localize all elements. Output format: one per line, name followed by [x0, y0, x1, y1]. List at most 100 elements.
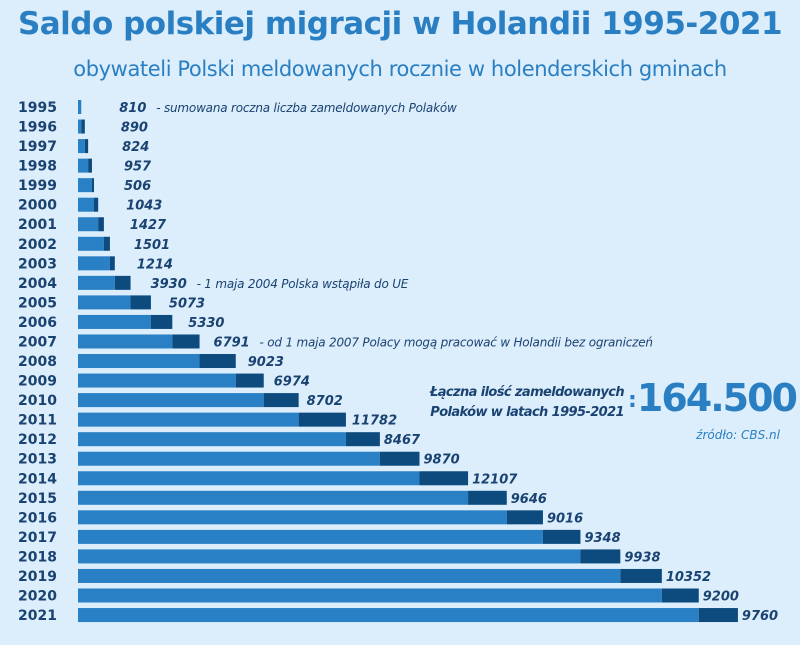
annual-bar: [698, 608, 738, 623]
annotation-label: - od 1 maja 2007 Polacy mogą pracować w …: [260, 335, 653, 349]
value-label: 810: [119, 101, 146, 116]
annual-bar: [91, 178, 94, 193]
value-label: 1427: [130, 218, 167, 233]
value-label: 8467: [384, 433, 421, 448]
year-label: 2016: [18, 510, 57, 526]
cumulative-bar: [78, 568, 621, 583]
cumulative-bar: [78, 608, 699, 623]
cumulative-bar: [78, 490, 469, 505]
year-label: 1999: [18, 178, 57, 194]
year-label: 2000: [18, 198, 57, 214]
value-label: 3930: [151, 277, 187, 292]
year-label: 1997: [18, 139, 57, 155]
annual-bar: [98, 217, 104, 232]
year-label: 2018: [18, 549, 57, 565]
annual-bar: [109, 256, 115, 271]
year-label: 2020: [18, 589, 57, 605]
annual-bar: [114, 275, 131, 290]
value-label: 9760: [742, 609, 778, 624]
annual-bar: [81, 119, 85, 134]
annual-bar: [298, 412, 346, 427]
total-colon: :: [628, 388, 637, 413]
total-label: Łączna ilość zameldowanych Polaków w lat…: [430, 383, 625, 423]
value-label: 5330: [188, 316, 224, 331]
cumulative-bar: [78, 432, 346, 447]
chart-title: Saldo polskiej migracji w Holandii 1995-…: [17, 6, 783, 42]
value-label: 1214: [137, 257, 173, 272]
cumulative-bar: [78, 588, 662, 603]
cumulative-bar: [78, 295, 131, 310]
year-label: 2010: [18, 393, 57, 409]
value-label: 9023: [248, 355, 284, 370]
total-value: 164.500: [636, 376, 798, 420]
year-label: 2012: [18, 432, 57, 448]
annotation-label: - 1 maja 2004 Polska wstąpiła do UE: [197, 277, 409, 291]
annual-bar: [88, 158, 92, 173]
year-label: 2001: [18, 217, 57, 233]
annual-bar: [542, 529, 581, 544]
chart-subtitle: obywateli Polski meldowanych rocznie w h…: [73, 57, 727, 81]
year-label: 2013: [18, 452, 57, 468]
cumulative-bar: [78, 451, 380, 466]
cumulative-bar: [78, 529, 543, 544]
annual-bar: [345, 432, 380, 447]
annual-bar: [580, 549, 621, 564]
cumulative-bar: [78, 197, 94, 212]
value-label: 9200: [703, 590, 739, 605]
cumulative-bar: [78, 256, 110, 271]
annual-bar: [78, 100, 82, 114]
annual-bar: [468, 490, 507, 505]
annual-bar: [506, 510, 543, 525]
cumulative-bar: [78, 314, 151, 329]
cumulative-bar: [78, 217, 99, 232]
cumulative-bar: [78, 471, 420, 486]
total-label-line2: Polaków w latach 1995-2021: [430, 405, 624, 420]
value-label: 10352: [666, 570, 711, 585]
year-label: 2004: [18, 276, 57, 292]
cumulative-bar: [78, 119, 82, 134]
year-label: 1995: [18, 100, 57, 116]
value-label: 1043: [126, 199, 162, 214]
annual-bar: [379, 451, 420, 466]
year-label: 2003: [18, 256, 57, 272]
year-label: 1996: [18, 120, 57, 136]
source-note: źródło: CBS.nl: [696, 428, 780, 442]
cumulative-bar: [78, 236, 104, 251]
annual-bar: [130, 295, 151, 310]
year-label: 2006: [18, 315, 57, 331]
value-label: 6974: [274, 375, 310, 390]
year-label: 2014: [18, 471, 57, 487]
annual-bar: [93, 197, 99, 212]
value-label: 9870: [423, 453, 459, 468]
value-label: 11782: [352, 414, 397, 429]
value-label: 9646: [511, 492, 547, 507]
cumulative-bar: [78, 334, 173, 349]
annual-bar: [172, 334, 200, 349]
cumulative-bar: [78, 158, 89, 173]
annual-bar: [620, 568, 662, 583]
year-label: 2015: [18, 491, 57, 507]
year-label: 2017: [18, 530, 57, 546]
annual-bar: [150, 314, 173, 329]
value-label: 9016: [547, 511, 583, 526]
cumulative-bar: [78, 139, 85, 154]
cumulative-bar: [78, 393, 264, 408]
annual-bar: [263, 393, 299, 408]
year-label: 2008: [18, 354, 57, 370]
year-label: 2002: [18, 237, 57, 253]
value-label: 957: [124, 160, 152, 175]
annual-bar: [419, 471, 469, 486]
year-label: 2009: [18, 374, 57, 390]
cumulative-bar: [78, 510, 507, 525]
cumulative-bar: [78, 549, 581, 564]
value-label: 8702: [307, 394, 343, 409]
year-label: 1998: [18, 159, 57, 175]
value-label: 9348: [584, 531, 620, 546]
annotation-label: - sumowana roczna liczba zameldowanych P…: [156, 101, 457, 115]
annual-bar: [103, 236, 110, 251]
value-label: 9938: [624, 550, 660, 565]
annual-bar: [84, 139, 89, 154]
value-label: 6791: [214, 335, 250, 350]
cumulative-bar: [78, 412, 299, 427]
